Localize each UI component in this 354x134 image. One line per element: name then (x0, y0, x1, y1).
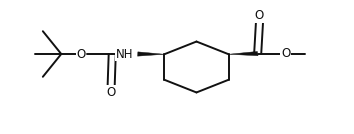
Text: NH: NH (116, 47, 133, 61)
Text: O: O (76, 47, 86, 61)
Polygon shape (229, 51, 258, 56)
Text: O: O (107, 86, 116, 99)
Text: O: O (281, 47, 290, 60)
Text: O: O (255, 9, 264, 22)
Polygon shape (138, 52, 164, 56)
